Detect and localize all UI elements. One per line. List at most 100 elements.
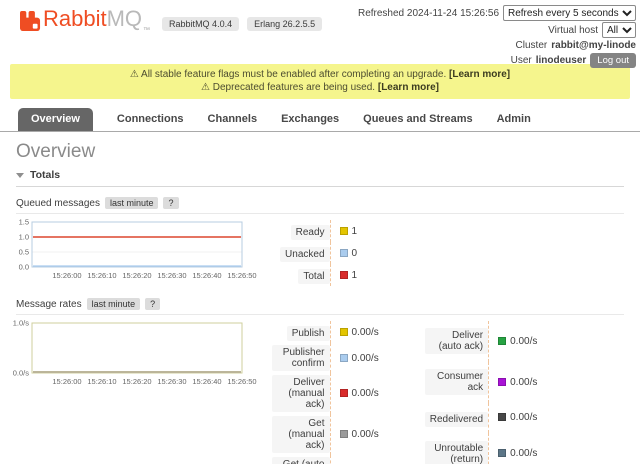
svg-text:15:26:30: 15:26:30: [157, 377, 186, 386]
legend-label: Publish: [286, 326, 330, 341]
legend-color-swatch: [339, 248, 348, 257]
legend-label: Unroutable (return): [424, 440, 489, 464]
legend-value: 1: [329, 220, 358, 242]
refresh-interval-select[interactable]: Refresh every 5 seconds: [503, 5, 636, 21]
svg-text:0.0/s: 0.0/s: [13, 369, 30, 378]
virtual-host-label: Virtual host: [548, 24, 598, 36]
queued-range-badge[interactable]: last minute: [104, 197, 159, 209]
svg-text:0.0: 0.0: [19, 263, 29, 272]
legend-color-swatch: [339, 353, 348, 362]
rabbitmq-logo-icon: [20, 11, 41, 32]
svg-text:1.0: 1.0: [19, 233, 29, 242]
refreshed-timestamp: Refreshed 2024-11-24 15:26:56: [357, 7, 499, 19]
legend-color-swatch: [339, 226, 348, 235]
svg-text:15:26:10: 15:26:10: [87, 271, 116, 280]
tab-queues-and-streams[interactable]: Queues and Streams: [363, 113, 473, 125]
legend-row: Ready 1: [272, 220, 358, 242]
queued-messages-header: Queued messages last minute ?: [16, 197, 624, 214]
svg-text:15:26:50: 15:26:50: [227, 377, 256, 386]
user-label: User: [510, 55, 532, 66]
svg-text:15:26:40: 15:26:40: [192, 377, 221, 386]
legend-label: Unacked: [280, 247, 330, 262]
svg-text:15:26:40: 15:26:40: [192, 271, 221, 280]
cluster-name: rabbit@my-linode: [551, 40, 636, 51]
rabbitmq-version-badge: RabbitMQ 4.0.4: [162, 17, 240, 31]
legend-row: Unacked 0: [272, 242, 358, 264]
learn-more-link-2[interactable]: [Learn more]: [377, 82, 439, 93]
legend-row: Unroutable (return) 0.00/s: [424, 433, 538, 464]
totals-section-toggle[interactable]: Totals: [16, 166, 624, 187]
message-rates-legend-right: Deliver (auto ack) 0.00/s Consumer ack 0.00…: [424, 321, 538, 464]
legend-row: Deliver (auto ack) 0.00/s: [424, 321, 538, 362]
svg-text:15:26:50: 15:26:50: [227, 271, 256, 280]
queued-messages-legend: Ready 1 Unacked 0 Total 1: [272, 220, 358, 286]
legend-color-swatch: [339, 327, 348, 336]
tab-channels[interactable]: Channels: [207, 113, 258, 125]
rates-help-icon[interactable]: ?: [145, 298, 161, 310]
header: RabbitMQ™ RabbitMQ 4.0.4 Erlang 26.2.5.5…: [0, 0, 640, 68]
tab-exchanges[interactable]: Exchanges: [281, 113, 340, 125]
message-rates-chart: 0.0/s 1.0/s 15:26:00 15:26:10 15:26:20 15:26:…: [13, 319, 257, 387]
svg-text:15:26:00: 15:26:00: [52, 377, 81, 386]
message-rates-legends: Publish 0.00/s Publisher confirm 0.00/s Deli…: [250, 320, 538, 464]
legend-label: Deliver (auto ack): [424, 328, 489, 355]
svg-text:15:26:20: 15:26:20: [122, 377, 151, 386]
legend-label: Ready: [290, 225, 330, 240]
legend-color-swatch: [498, 449, 507, 457]
legend-label: Total: [298, 269, 330, 284]
legend-value: 0.00/s: [329, 373, 379, 414]
legend-color-swatch: [498, 336, 507, 345]
legend-label: Consumer ack: [424, 369, 489, 396]
main-nav-tabs: Overview Connections Channels Exchanges Queu…: [0, 108, 640, 132]
svg-text:15:26:20: 15:26:20: [122, 271, 151, 280]
rates-range-badge[interactable]: last minute: [86, 298, 141, 310]
user-name: linodeuser: [535, 55, 587, 66]
legend-color-swatch: [339, 389, 348, 397]
legend-value: 0.00/s: [488, 361, 538, 403]
legend-color-swatch: [498, 413, 507, 422]
legend-color-swatch: [498, 377, 507, 386]
tab-connections[interactable]: Connections: [116, 113, 184, 125]
legend-label: Publisher confirm: [272, 345, 330, 371]
legend-color-swatch: [339, 270, 348, 279]
legend-row: Publish 0.00/s: [272, 321, 379, 343]
tab-admin[interactable]: Admin: [496, 113, 531, 125]
svg-text:15:26:00: 15:26:00: [52, 271, 81, 280]
legend-row: Get (auto ack)0.00/s: [272, 455, 379, 464]
legend-label: Get (manual ack): [272, 416, 330, 453]
legend-value: 0.00/s: [488, 402, 538, 434]
legend-value: 0.00/s: [488, 433, 538, 464]
virtual-host-select[interactable]: All: [602, 22, 636, 38]
legend-value: 0.00/s: [329, 343, 379, 373]
queued-messages-chart-row: 0.0 0.5 1.0 1.5 15:26:00 15:26:10 15:26:20 15:2…: [16, 218, 624, 286]
queued-messages-chart: 0.0 0.5 1.0 1.5 15:26:00 15:26:10 15:26:20 15:2…: [19, 218, 257, 281]
legend-row: Publisher confirm 0.00/s: [272, 343, 379, 373]
legend-row: Redelivered 0.00/s: [424, 402, 538, 434]
header-right: Refreshed 2024-11-24 15:26:56 Refresh ev…: [358, 5, 636, 68]
tab-overview[interactable]: Overview: [18, 108, 93, 131]
legend-value: 0.00/s: [329, 414, 379, 455]
logout-button[interactable]: Log out: [590, 53, 636, 68]
banner-line-1: ⚠ All stable feature flags must be enabl…: [129, 69, 511, 80]
svg-text:15:26:30: 15:26:30: [157, 271, 186, 280]
banner-line-2: ⚠ Deprecated features are being used. [L…: [201, 82, 439, 93]
message-rates-legend-left: Publish 0.00/s Publisher confirm 0.00/s Deli…: [272, 321, 379, 464]
message-rates-chart-row: 0.0/s 1.0/s 15:26:00 15:26:10 15:26:20 15:26:…: [13, 319, 624, 464]
legend-label: Redelivered: [424, 411, 489, 427]
legend-row: Deliver (manual ack) 0.00/s: [272, 373, 379, 414]
legend-value: 0: [329, 242, 358, 264]
learn-more-link-1[interactable]: [Learn more]: [449, 69, 511, 80]
chevron-down-icon: [16, 172, 24, 178]
legend-row: Get (manual ack) 0.00/s: [272, 414, 379, 455]
svg-text:1.0/s: 1.0/s: [13, 319, 30, 328]
page-title: Overview: [16, 141, 96, 162]
logo-wordmark: RabbitMQ™: [43, 6, 151, 35]
logo[interactable]: RabbitMQ™ RabbitMQ 4.0.4 Erlang 26.2.5.5: [20, 8, 636, 42]
version-badges: RabbitMQ 4.0.4 Erlang 26.2.5.5: [162, 17, 323, 31]
legend-value: 0.00/s: [488, 321, 538, 362]
legend-label: Get (auto ack): [272, 457, 330, 464]
cluster-label: Cluster: [515, 40, 548, 51]
erlang-version-badge: Erlang 26.2.5.5: [247, 17, 323, 31]
legend-row: Consumer ack 0.00/s: [424, 361, 538, 403]
queued-help-icon[interactable]: ?: [163, 197, 179, 209]
